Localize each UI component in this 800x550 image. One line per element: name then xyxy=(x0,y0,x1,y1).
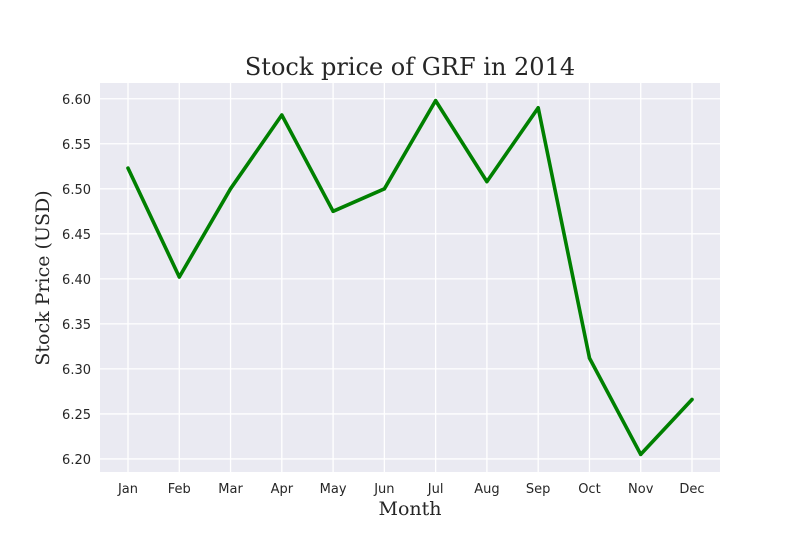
y-tick-label: 6.45 xyxy=(62,228,91,243)
data-point xyxy=(382,187,386,191)
data-point xyxy=(177,275,181,279)
series-line xyxy=(126,98,694,457)
data-point xyxy=(690,397,694,402)
y-tick-label: 6.60 xyxy=(62,93,91,108)
x-tick-label: Dec xyxy=(679,482,704,497)
y-tick-label: 6.55 xyxy=(62,138,91,153)
data-point xyxy=(587,356,592,360)
x-tick-label: Apr xyxy=(271,482,294,497)
y-tick-label: 6.30 xyxy=(62,363,91,378)
y-tick-label: 6.20 xyxy=(62,453,91,468)
y-tick-label: 6.35 xyxy=(62,318,91,333)
x-axis-label: Month xyxy=(378,498,441,520)
y-tick-label: 6.50 xyxy=(62,183,91,198)
data-point xyxy=(434,98,438,103)
chart-title: Stock price of GRF in 2014 xyxy=(245,53,575,81)
x-tick-label: Feb xyxy=(168,482,191,497)
x-tick-label: Jul xyxy=(427,482,444,497)
x-tick-labels: Jan Feb Mar Apr May Jun Jul Aug Sep Oct Nov Dec xyxy=(117,482,705,497)
data-point xyxy=(536,106,540,110)
data-point xyxy=(639,452,643,457)
data-point xyxy=(126,166,130,170)
x-tick-label: Oct xyxy=(578,482,600,497)
y-tick-label: 6.25 xyxy=(62,408,91,423)
x-tick-label: Nov xyxy=(628,482,654,497)
data-point xyxy=(485,180,489,184)
x-tick-label: Jun xyxy=(373,482,394,497)
data-point xyxy=(228,187,233,191)
x-tick-label: Mar xyxy=(218,482,243,497)
x-tick-label: Jan xyxy=(117,482,138,497)
y-tick-labels: 6.20 6.25 6.30 6.35 6.40 6.45 6.50 6.55 6.60 xyxy=(62,93,91,468)
data-point xyxy=(280,113,284,117)
x-tick-label: May xyxy=(320,482,347,497)
data-point xyxy=(331,209,335,213)
y-axis-label: Stock Price (USD) xyxy=(32,190,54,365)
x-tick-label: Aug xyxy=(474,482,499,497)
y-tick-label: 6.40 xyxy=(62,273,91,288)
x-tick-label: Sep xyxy=(526,482,551,497)
series-group xyxy=(126,98,694,457)
